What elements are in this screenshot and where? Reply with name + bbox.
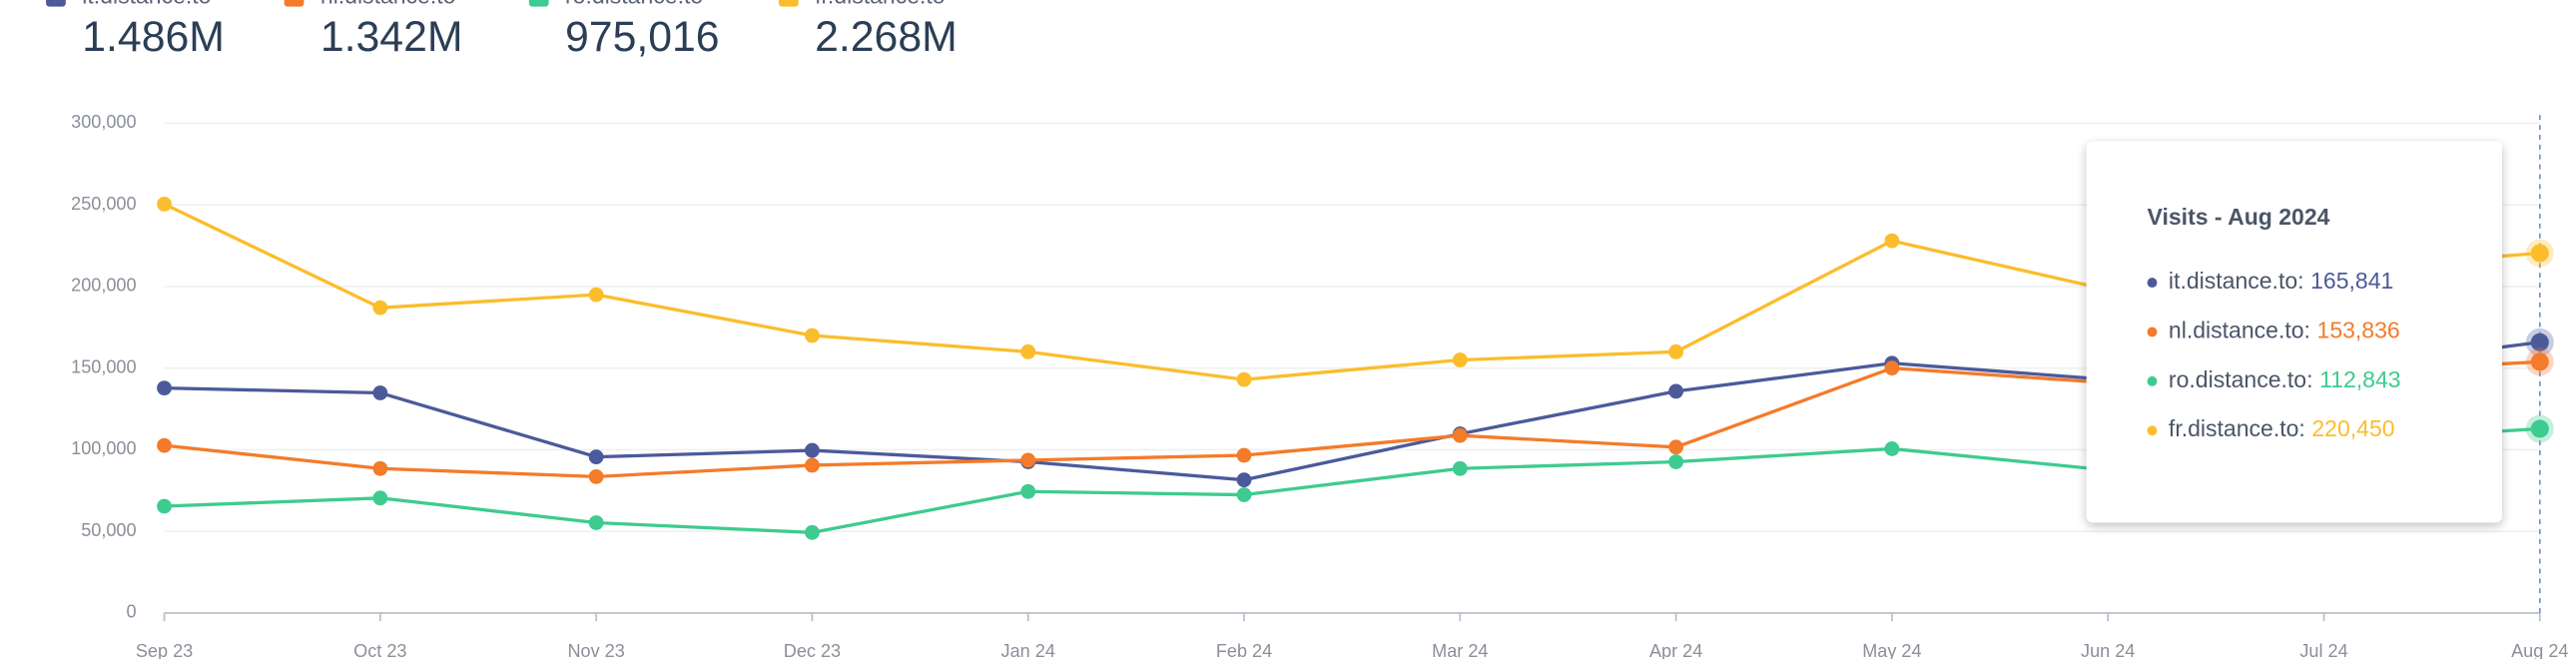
tooltip-name: ro.distance.to: [2169,366,2313,392]
data-point [1884,233,1900,249]
data-point [1884,360,1900,376]
data-point [2530,419,2549,438]
data-point [1452,352,1468,367]
data-point [1668,454,1684,469]
legend-name: ro.distance.to [565,0,703,8]
data-point [372,385,388,400]
data-point [805,524,820,540]
data-point [2530,332,2549,351]
data-point [157,437,172,453]
x-tick-label: Oct 23 [353,641,406,659]
legend-total: 975,016 [565,13,720,61]
data-point [588,468,604,484]
tooltip-item: it.distance.to: 165,841 [2169,268,2393,294]
data-point [1452,460,1468,476]
legend-name: fr.distance.to [815,0,945,8]
data-point [157,498,172,514]
x-tick-label: Apr 24 [1649,641,1702,659]
legend-total: 2.268M [815,13,958,61]
y-tick-label: 150,000 [71,356,136,376]
data-point [1020,452,1036,468]
data-point [1236,487,1252,502]
data-point [1236,472,1252,488]
x-tick-label: Jul 24 [2299,641,2347,659]
y-tick-label: 0 [126,602,136,622]
x-tick-label: Jan 24 [1001,641,1055,659]
data-point [157,196,172,212]
tooltip-title: Visits - Aug 2024 [2148,204,2330,230]
tooltip-dot [2147,375,2158,386]
legend-checkbox [778,0,799,7]
tooltip-name: nl.distance.to: [2169,318,2310,343]
legend-checkbox [46,0,66,7]
x-tick-label: Aug 24 [2511,641,2568,659]
y-tick-label: 50,000 [81,520,136,540]
tooltip-item: nl.distance.to: 153,836 [2169,318,2400,343]
legend-name: nl.distance.to [321,0,456,8]
data-point [157,380,172,396]
x-tick-label: Sep 23 [136,641,193,659]
x-tick-label: Jun 24 [2081,641,2135,659]
x-tick-label: Dec 23 [784,641,841,659]
x-tick-label: May 24 [1862,641,1921,659]
tooltip-value: 112,843 [2319,366,2400,392]
data-point [1668,343,1684,359]
y-tick-label: 250,000 [71,194,136,214]
tooltip-dot [2147,327,2158,337]
legend-name: it.distance.to [82,0,211,8]
data-point [588,287,604,303]
legend-total: 1.342M [321,13,463,61]
data-point [1884,441,1900,456]
tooltip-name: fr.distance.to: [2169,415,2305,441]
data-point [805,457,820,473]
data-point [588,515,604,530]
y-tick-label: 100,000 [71,438,136,458]
data-point [2530,352,2549,371]
data-point [372,300,388,316]
tooltip-box [2086,141,2502,523]
tooltip-value: 165,841 [2310,268,2393,294]
data-point [1020,483,1036,499]
tooltip-value: 153,836 [2317,318,2400,343]
data-point [1668,383,1684,399]
legend-total: 1.486M [82,13,225,61]
y-tick-label: 300,000 [71,112,136,132]
tooltip-dot [2147,425,2158,436]
tooltip-dot [2147,278,2158,289]
x-tick-label: Nov 23 [567,641,624,659]
tooltip-item: ro.distance.to: 112,843 [2169,366,2401,392]
data-point [1668,439,1684,455]
tooltip-name: it.distance.to: [2169,268,2304,294]
legend-checkbox [528,0,549,7]
data-point [805,328,820,343]
y-tick-label: 200,000 [71,276,136,296]
data-point [1236,371,1252,387]
tooltip-value: 220,450 [2311,415,2394,441]
data-point [805,442,820,458]
legend-checkbox [284,0,305,7]
data-point [588,449,604,465]
x-tick-label: Feb 24 [1216,641,1272,659]
data-point [1452,427,1468,443]
x-tick-label: Mar 24 [1432,641,1488,659]
data-point [372,460,388,476]
data-point [1020,343,1036,359]
tooltip-item: fr.distance.to: 220,450 [2169,415,2395,441]
data-point [372,490,388,506]
data-point [1236,447,1252,463]
data-point [2530,244,2549,263]
